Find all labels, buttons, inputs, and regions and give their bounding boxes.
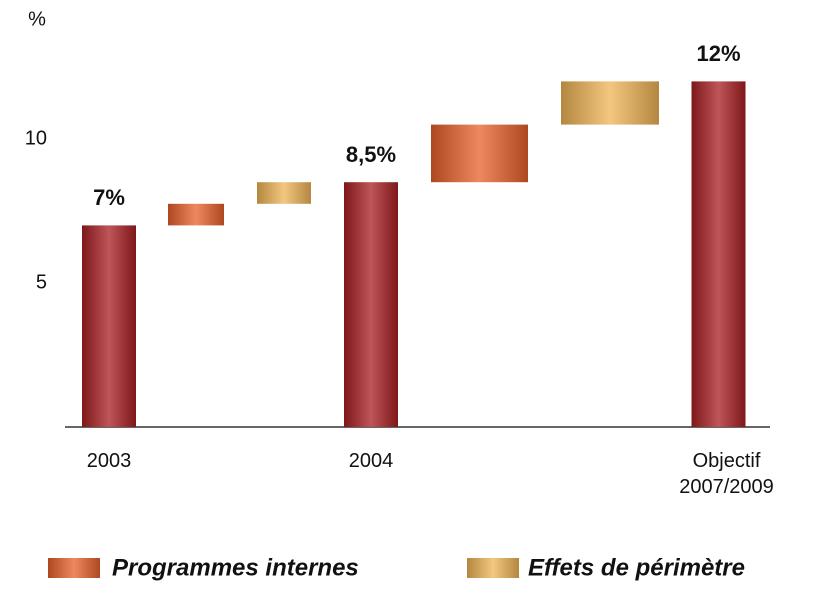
total-bar	[344, 182, 398, 427]
value-label: 7%	[93, 185, 125, 210]
legend-swatch	[467, 558, 519, 578]
x-tick-label: 2004	[348, 450, 394, 472]
delta-bar	[431, 124, 528, 183]
legend-label: Programmes internes	[112, 554, 359, 581]
x-tick-label: Objectif 2007/2009	[679, 450, 774, 498]
delta-bar	[168, 203, 224, 226]
legend-swatch	[48, 558, 100, 578]
y-axis-label: %	[28, 8, 46, 30]
x-tick-label: 2003	[86, 450, 132, 472]
total-bar	[691, 81, 746, 428]
y-tick-label: 5	[36, 271, 47, 293]
y-tick-label: 10	[25, 127, 47, 149]
value-label: 8,5%	[346, 142, 396, 167]
delta-bar	[561, 81, 659, 125]
value-label: 12%	[696, 41, 740, 66]
total-bar	[82, 225, 136, 427]
legend-label: Effets de périmètre	[528, 554, 745, 581]
delta-bar	[257, 182, 311, 204]
